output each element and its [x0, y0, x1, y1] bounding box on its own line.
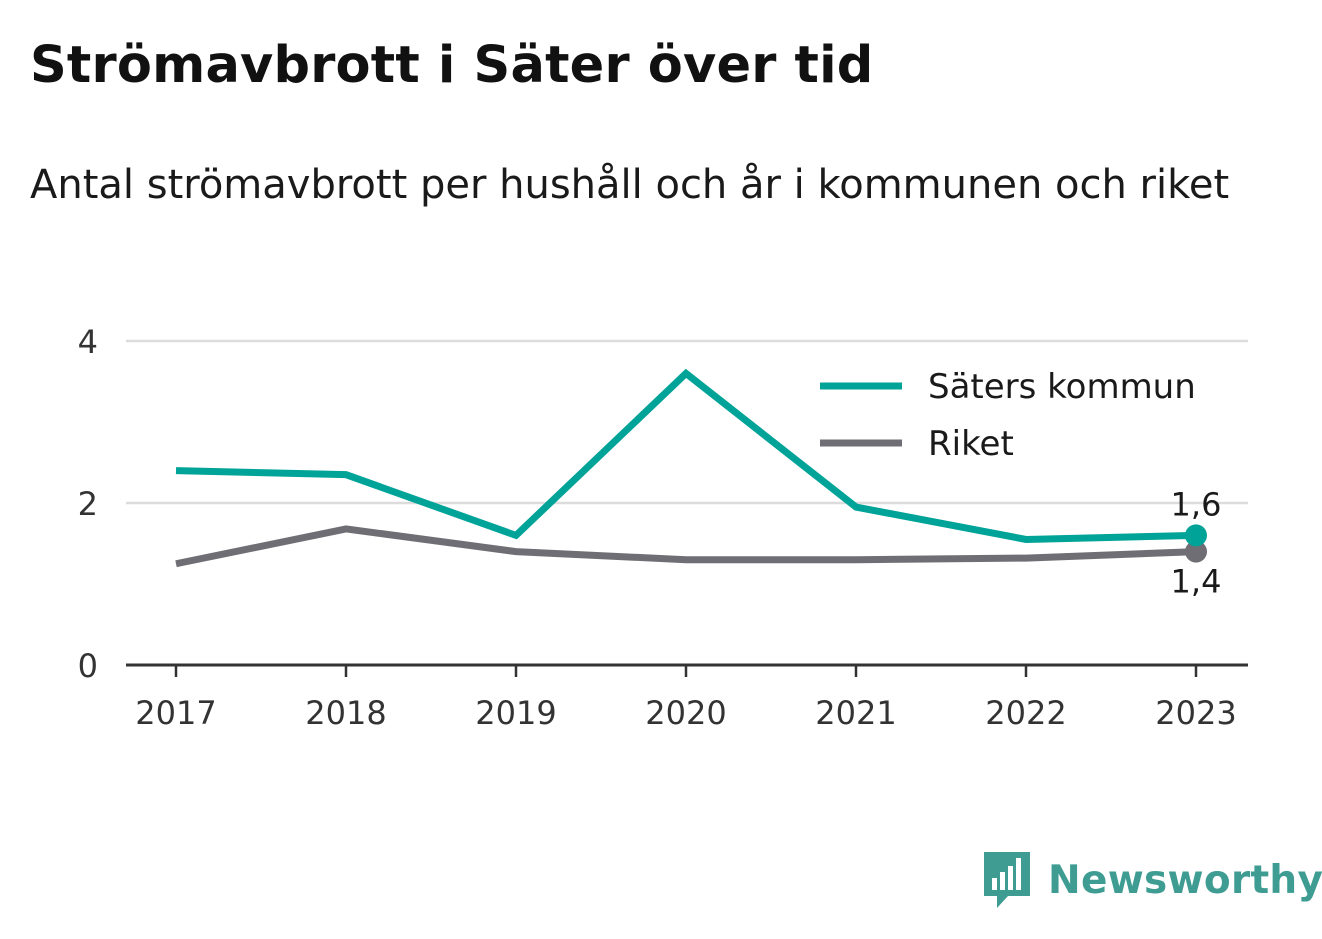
legend-label: Riket — [928, 424, 1014, 464]
series-lines — [175, 368, 1207, 568]
x-tick-label: 2023 — [1155, 694, 1236, 732]
x-tick-label: 2021 — [815, 694, 896, 732]
x-tick-label: 2018 — [305, 694, 386, 732]
x-tick-label: 2020 — [645, 694, 726, 732]
grid-lines — [126, 339, 1248, 505]
x-tick-label: 2022 — [985, 694, 1066, 732]
data-label: 1,6 — [1171, 485, 1222, 523]
x-tick-label: 2017 — [135, 694, 216, 732]
y-tick-label: 0 — [78, 647, 98, 685]
legend: Säters kommun Riket — [810, 362, 1196, 465]
series-line — [175, 525, 1197, 568]
y-tick-label: 4 — [78, 323, 98, 361]
chart-title: Strömavbrott i Säter över tid — [30, 36, 874, 95]
legend-label: Säters kommun — [928, 367, 1196, 407]
axes: 0 2 4 2017 2018 2019 2020 2021 2022 2023 — [78, 323, 1248, 732]
newsworthy-logo-icon — [984, 852, 1030, 908]
chart-subtitle: Antal strömavbrott per hushåll och år i … — [30, 162, 1230, 208]
data-point — [1185, 540, 1207, 563]
data-labels: 1,6 1,4 — [1171, 485, 1222, 600]
brand-name: Newsworthy — [1048, 857, 1322, 903]
series-line — [175, 368, 1197, 543]
x-tick-label: 2019 — [475, 694, 556, 732]
y-tick-label: 2 — [78, 485, 98, 523]
data-point — [1185, 524, 1207, 547]
data-label: 1,4 — [1171, 563, 1222, 601]
newsworthy-logo: Newsworthy — [980, 848, 1322, 912]
